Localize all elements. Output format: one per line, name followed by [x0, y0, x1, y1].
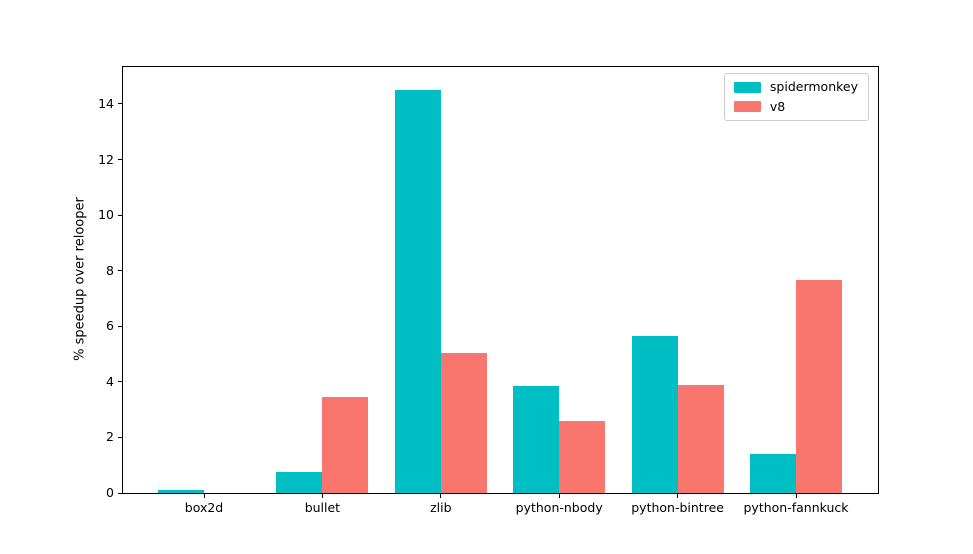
y-tick-mark: [118, 492, 122, 494]
x-tick-mark: [321, 494, 323, 498]
plot-area: spidermonkey v8 0 2 4 6 8 10 12 14 box2d bullet zl…: [98, 66, 879, 514]
bar-spidermonkey-zlib: [394, 90, 441, 493]
bar-v8-python-bintree: [677, 384, 724, 493]
y-axis-label: % speedup over relooper: [72, 197, 88, 361]
x-tick-mark: [558, 494, 560, 498]
bar-spidermonkey-python-bintree: [631, 336, 678, 493]
x-tick-label: zlib: [430, 500, 452, 515]
y-tick-mark: [118, 214, 122, 216]
bar-v8-python-nbody: [559, 420, 606, 493]
x-tick-mark: [677, 494, 679, 498]
bar-spidermonkey-python-nbody: [513, 386, 560, 493]
y-tick-mark: [118, 159, 122, 161]
y-tick-label: 2: [106, 429, 114, 445]
legend-swatch-spidermonkey-icon: [733, 81, 761, 93]
y-tick-mark: [118, 103, 122, 105]
x-tick-label: bullet: [304, 500, 341, 515]
x-tick-label: python-fannkuck: [743, 500, 849, 515]
x-tick-label: python-bintree: [631, 500, 724, 515]
bar-spidermonkey-python-fannkuck: [750, 454, 796, 493]
y-tick-label: 6: [106, 318, 114, 334]
y-tick-label: 8: [106, 262, 114, 278]
legend-swatch-v8-icon: [733, 101, 761, 113]
x-tick-mark: [795, 494, 797, 498]
bar-spidermonkey-bullet: [276, 472, 323, 493]
y-tick-mark: [118, 325, 122, 327]
y-tick-label: 14: [98, 95, 114, 111]
bar-v8-bullet: [322, 397, 369, 493]
y-tick-label: 10: [98, 206, 114, 222]
legend-item-spidermonkey: spidermonkey: [733, 79, 858, 94]
bar-v8-python-fannkuck: [796, 280, 842, 493]
bar-spidermonkey-box2d: [158, 490, 204, 493]
y-tick-label: 4: [106, 373, 114, 389]
y-tick-mark: [118, 436, 122, 438]
y-tick-mark: [118, 270, 122, 272]
x-tick-mark: [440, 494, 442, 498]
x-tick-label: box2d: [184, 500, 224, 515]
y-tick-label: 12: [98, 151, 114, 167]
y-tick-mark: [118, 381, 122, 383]
x-tick-mark: [203, 494, 205, 498]
y-tick-label: 0: [106, 484, 114, 500]
legend-item-v8: v8: [733, 98, 858, 114]
legend-label-spidermonkey: spidermonkey: [769, 79, 858, 94]
legend: spidermonkey v8: [723, 73, 869, 121]
x-tick-label: python-nbody: [515, 500, 603, 515]
bar-v8-zlib: [440, 352, 487, 493]
legend-label-v8: v8: [769, 98, 786, 114]
